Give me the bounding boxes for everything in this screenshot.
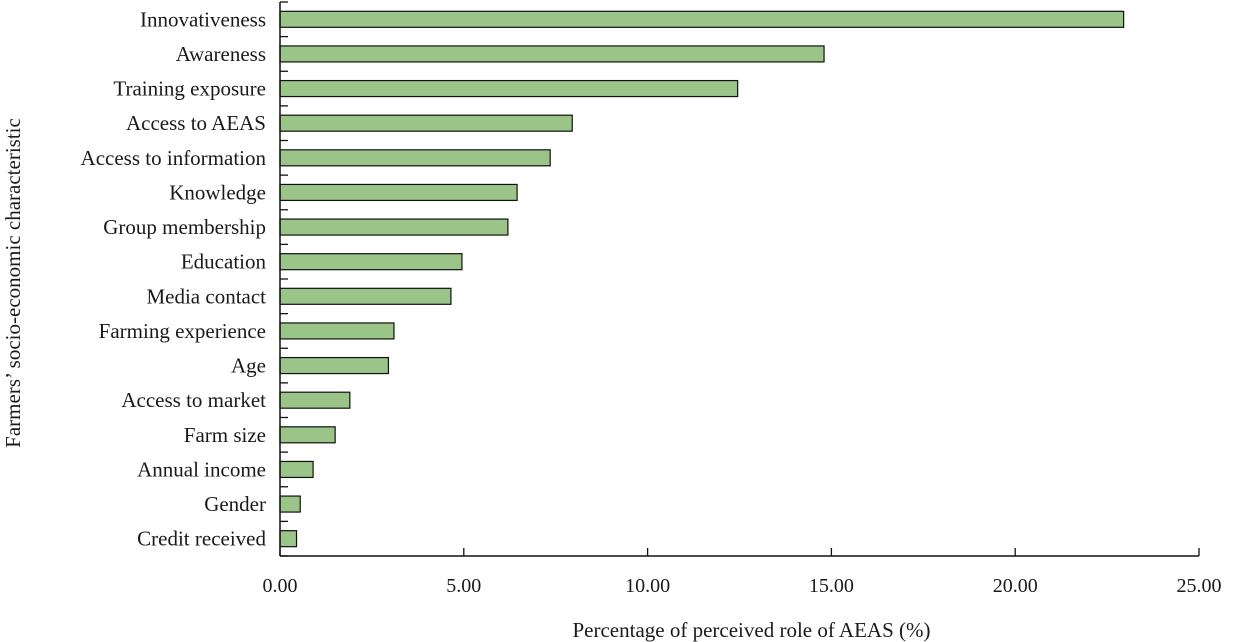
bars-group xyxy=(279,10,1125,548)
bar xyxy=(279,426,336,444)
bar xyxy=(279,218,509,236)
category-label: Education xyxy=(181,250,267,274)
x-tick-label: 25.00 xyxy=(1177,575,1222,597)
bar xyxy=(279,530,298,548)
bar xyxy=(279,183,518,202)
bar xyxy=(279,460,314,479)
category-label: Knowledge xyxy=(169,180,266,204)
category-label: Training exposure xyxy=(113,77,266,101)
category-label: Access to information xyxy=(81,146,267,170)
bar xyxy=(279,114,573,132)
category-label: Annual income xyxy=(137,457,266,481)
bar xyxy=(279,495,301,513)
x-tick-label: 20.00 xyxy=(993,575,1038,597)
category-label: Innovativeness xyxy=(140,7,266,31)
bar xyxy=(279,45,825,63)
category-label: Gender xyxy=(204,492,266,516)
bar xyxy=(279,253,463,271)
x-axis-ticks: 0.00 5.00 10.00 15.00 20.00 25.00 xyxy=(263,548,1222,597)
x-tick-label: 15.00 xyxy=(809,575,854,597)
bar xyxy=(279,391,351,409)
category-labels: Innovativeness Awareness Training exposure… xyxy=(81,7,267,550)
category-label: Access to AEAS xyxy=(126,111,266,135)
category-label: Credit received xyxy=(137,527,266,551)
bar xyxy=(279,149,551,167)
x-tick-label: 10.00 xyxy=(625,575,670,597)
x-axis-title: Percentage of perceived role of AEAS (%) xyxy=(572,618,930,642)
category-label: Media contact xyxy=(146,284,266,308)
category-label: Access to market xyxy=(121,388,266,412)
category-label: Farming experience xyxy=(99,319,266,343)
bar xyxy=(279,356,390,375)
y-axis-ticks xyxy=(280,1,288,557)
y-axis-title: Farmers’ socio-economic characteristic xyxy=(1,118,25,448)
category-label: Awareness xyxy=(176,42,266,66)
category-label: Farm size xyxy=(184,423,266,447)
x-tick-label: 5.00 xyxy=(446,575,481,597)
category-label: Group membership xyxy=(103,215,266,239)
category-label: Age xyxy=(231,354,266,378)
bar xyxy=(279,322,395,340)
x-tick-label: 0.00 xyxy=(263,575,298,597)
bar xyxy=(279,10,1125,28)
bar xyxy=(279,287,452,305)
bar xyxy=(279,79,739,98)
